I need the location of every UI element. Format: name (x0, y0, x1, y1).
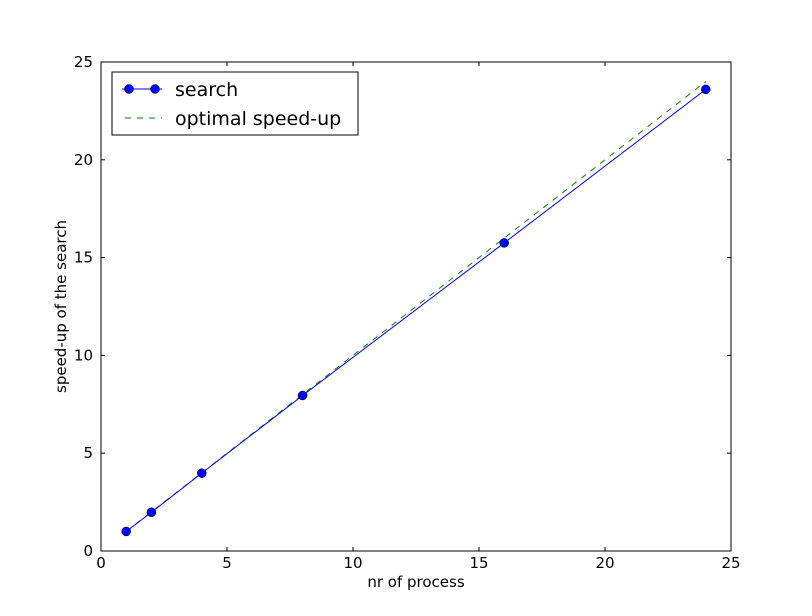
x-tick-label-25: 25 (721, 554, 740, 572)
y-tick-label-10: 10 (74, 346, 93, 364)
axes-frame (100, 61, 732, 552)
series-layer (121, 81, 711, 537)
tick-layer: 0 5 10 15 20 25 0 5 10 15 20 25 (74, 53, 741, 572)
x-axis-label: nr of process (367, 573, 464, 591)
search-point-24 (701, 84, 711, 95)
legend-search-marker-2 (150, 84, 160, 94)
legend-search-marker (124, 84, 134, 94)
y-axis-label: speed-up of the search (52, 220, 70, 393)
x-tick-label-5: 5 (222, 554, 232, 572)
legend-optimal-label: optimal speed-up (175, 108, 341, 130)
x-tick-label-15: 15 (469, 554, 488, 572)
series-search-line (125, 88, 707, 532)
legend-search-label: search (175, 79, 238, 101)
search-point-16 (499, 238, 509, 248)
search-point-8 (297, 390, 308, 401)
y-tick-label-0: 0 (83, 542, 93, 560)
legend-box (111, 71, 359, 136)
x-tick-label-10: 10 (343, 554, 362, 572)
x-tick-label-0: 0 (96, 554, 106, 572)
y-tick-label-5: 5 (83, 444, 93, 462)
legend: search optimal speed-up (111, 71, 359, 136)
y-tick-label-25: 25 (74, 53, 93, 71)
search-point-2 (146, 507, 157, 518)
y-tick-label-20: 20 (74, 151, 93, 169)
search-point-1 (121, 526, 131, 537)
search-point-4 (197, 468, 207, 478)
x-tick-label-20: 20 (595, 554, 614, 572)
y-tick-label-15: 15 (74, 249, 93, 267)
